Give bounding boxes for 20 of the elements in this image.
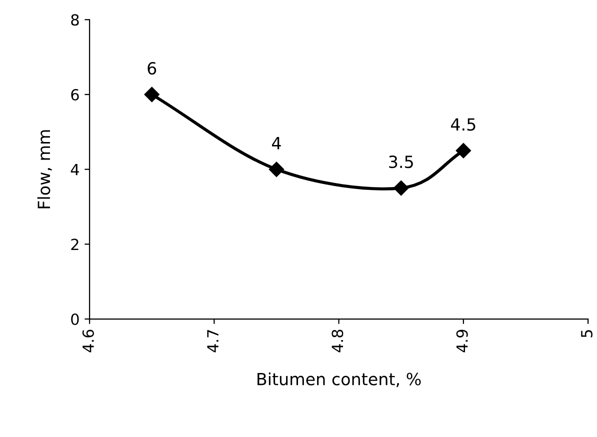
- y-tick-label: 2: [71, 238, 78, 250]
- data-label: 6: [148, 62, 156, 75]
- data-label: 4: [272, 137, 281, 150]
- y-tick-label: 4: [70, 164, 79, 176]
- x-axis-title: Bitumen content, %: [258, 372, 421, 388]
- x-tick-label: 4.9: [456, 330, 468, 352]
- x-tick-label: 4.8: [332, 330, 344, 352]
- point: [268, 162, 284, 177]
- y-tick-label: 8: [71, 14, 79, 26]
- y-tick-label: 6: [71, 88, 79, 101]
- point: [394, 180, 409, 196]
- x-tick-label: 4.7: [207, 330, 218, 352]
- x-tick-label: 4.6: [82, 330, 94, 352]
- x-tick-label: 5: [581, 330, 592, 338]
- data-label: 4.5: [450, 118, 476, 131]
- point: [144, 86, 160, 102]
- y-tick-label: 0: [71, 313, 79, 326]
- data-label: 3.5: [389, 156, 413, 168]
- point: [456, 143, 471, 158]
- y-axis-title: Flow, mm: [37, 130, 52, 208]
